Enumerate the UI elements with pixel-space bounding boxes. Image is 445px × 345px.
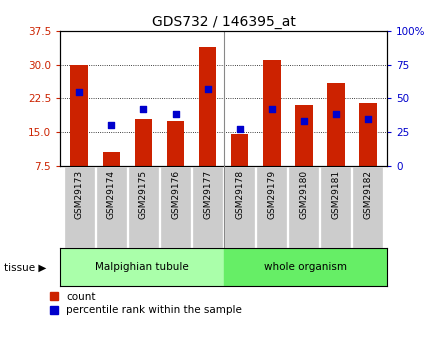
Point [76, 89, 83, 94]
Bar [167, 121, 184, 166]
Bar [353, 167, 382, 247]
Bar [359, 103, 377, 166]
Bar [129, 167, 158, 247]
Point [332, 112, 340, 117]
Point [172, 112, 179, 117]
Bar [161, 167, 190, 247]
Text: GSM29178: GSM29178 [235, 170, 244, 219]
Bar [193, 167, 222, 247]
Bar [97, 167, 126, 247]
Title: GDS732 / 146395_at: GDS732 / 146395_at [152, 14, 295, 29]
Text: GSM29181: GSM29181 [332, 170, 340, 219]
Text: Malpighian tubule: Malpighian tubule [95, 263, 189, 272]
Text: GSM29174: GSM29174 [107, 170, 116, 219]
Point [300, 118, 307, 124]
Point [236, 127, 243, 132]
Bar [295, 105, 312, 166]
Bar [327, 82, 345, 166]
Bar [321, 167, 350, 247]
Bar [135, 119, 152, 166]
Point [268, 106, 275, 112]
Point [108, 122, 115, 128]
Point [364, 116, 372, 121]
Legend: count, percentile rank within the sample: count, percentile rank within the sample [50, 292, 242, 315]
Text: GSM29175: GSM29175 [139, 170, 148, 219]
Bar [231, 134, 248, 166]
Bar [289, 167, 318, 247]
Text: GSM29177: GSM29177 [203, 170, 212, 219]
Text: GSM29173: GSM29173 [75, 170, 84, 219]
Text: GSM29179: GSM29179 [267, 170, 276, 219]
Bar [70, 65, 88, 166]
Text: GSM29182: GSM29182 [364, 170, 372, 219]
Point [204, 86, 211, 92]
Text: whole organism: whole organism [264, 263, 347, 272]
Bar [224, 248, 387, 286]
Text: tissue ▶: tissue ▶ [4, 263, 47, 272]
Bar [225, 167, 254, 247]
Bar [60, 248, 224, 286]
Text: GSM29180: GSM29180 [299, 170, 308, 219]
Bar [199, 47, 216, 166]
Point [140, 106, 147, 112]
Text: GSM29176: GSM29176 [171, 170, 180, 219]
Bar [102, 152, 120, 166]
Bar [263, 60, 280, 166]
Bar [65, 167, 94, 247]
Bar [257, 167, 286, 247]
